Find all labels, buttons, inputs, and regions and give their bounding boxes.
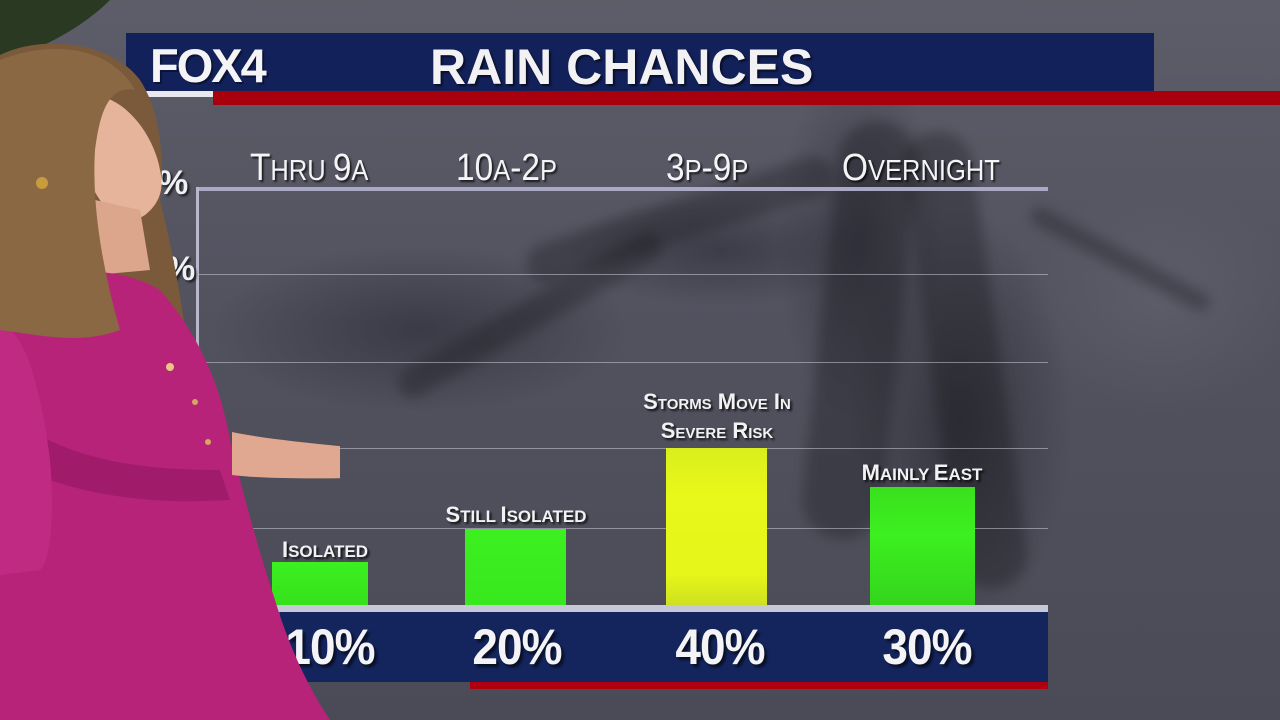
- y-tick-80: %: [165, 250, 196, 288]
- value-strip: [280, 612, 1048, 682]
- value-3p-9p: 40%: [675, 619, 765, 675]
- foliage: [0, 0, 110, 60]
- value-10a-2p: 20%: [472, 619, 562, 675]
- header-red-stripe: [213, 91, 1280, 105]
- annotation-isolated: ISOLATED: [281, 537, 369, 562]
- station-logo: FOX4: [150, 39, 267, 92]
- chart-top-axis: [198, 187, 1048, 191]
- gridline-40: [198, 448, 1048, 449]
- column-header-10a-2p: 10A-2P: [456, 147, 557, 189]
- column-header-3p-9p: 3P-9P: [666, 147, 749, 189]
- annotation-storms-move-in: Storms Move In Severe Risk: [643, 389, 791, 443]
- column-header-overnight: OVERNIGHT: [842, 147, 1000, 189]
- gridline-20: [198, 528, 1048, 529]
- page-title: RAIN CHANCES: [430, 39, 814, 95]
- annotation-mainly-east: MAINLY EAST: [861, 460, 983, 485]
- value-strip-red-stripe: [470, 682, 1048, 689]
- bar-3p-9p: [666, 448, 767, 606]
- column-header-thru-9a: THRU 9A: [250, 147, 369, 189]
- y-tick-100: %: [158, 164, 189, 202]
- gridline-80: [198, 274, 1048, 275]
- value-overnight: 30%: [882, 619, 972, 675]
- header-bar: [126, 33, 1154, 91]
- bar-thru-9a: [272, 562, 368, 606]
- chart-baseline: [270, 605, 1048, 612]
- background-texture: [1027, 204, 1213, 314]
- gridline-60: [198, 362, 1048, 363]
- annotation-still-isolated: STILL ISOLATED: [445, 502, 587, 527]
- value-thru-9a: 10%: [285, 619, 375, 675]
- bar-10a-2p: [465, 529, 566, 606]
- bar-overnight: [870, 487, 975, 606]
- y-axis-line: [196, 187, 199, 487]
